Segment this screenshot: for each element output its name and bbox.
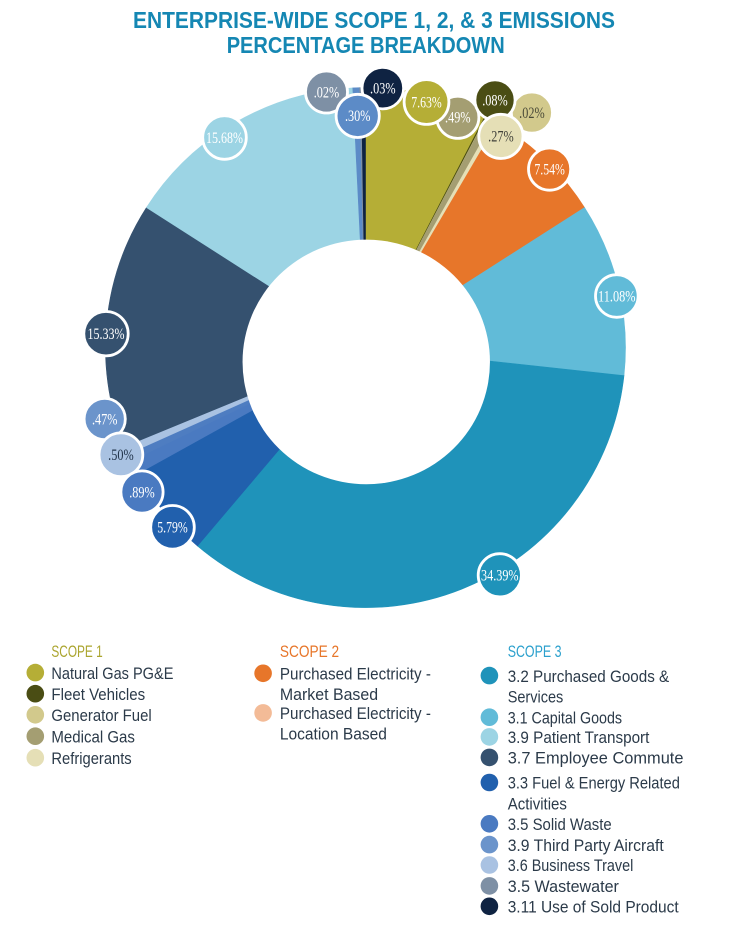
svg-text:.27%: .27% xyxy=(488,129,514,146)
svg-text:.49%: .49% xyxy=(445,110,471,127)
svg-text:Medical Gas: Medical Gas xyxy=(51,727,134,746)
svg-text:Purchased Electricity -: Purchased Electricity - xyxy=(280,665,431,684)
svg-text:Market Based: Market Based xyxy=(280,685,378,704)
svg-text:Purchased Electricity -: Purchased Electricity - xyxy=(280,704,431,723)
svg-text:34.39%: 34.39% xyxy=(481,568,519,585)
svg-text:.03%: .03% xyxy=(370,80,396,97)
svg-text:.47%: .47% xyxy=(92,411,118,428)
svg-text:3.1 Capital Goods: 3.1 Capital Goods xyxy=(508,708,622,727)
svg-text:Services: Services xyxy=(508,687,564,706)
svg-text:SCOPE 1: SCOPE 1 xyxy=(51,642,102,661)
svg-text:Activities: Activities xyxy=(508,794,567,813)
svg-text:Natural Gas PG&E: Natural Gas PG&E xyxy=(51,664,173,683)
svg-text:3.5 Wastewater: 3.5 Wastewater xyxy=(508,877,620,896)
svg-text:3.9 Patient Transport: 3.9 Patient Transport xyxy=(508,728,650,747)
svg-text:3.6 Business Travel: 3.6 Business Travel xyxy=(508,856,634,875)
svg-text:11.08%: 11.08% xyxy=(598,288,636,305)
svg-text:15.68%: 15.68% xyxy=(206,130,243,147)
svg-text:3.5 Solid Waste: 3.5 Solid Waste xyxy=(508,815,612,834)
svg-text:7.63%: 7.63% xyxy=(411,94,442,111)
svg-text:7.54%: 7.54% xyxy=(534,161,565,178)
svg-text:3.3 Fuel & Energy Related: 3.3 Fuel & Energy Related xyxy=(508,774,680,793)
svg-text:Refrigerants: Refrigerants xyxy=(51,749,131,768)
svg-text:Fleet Vehicles: Fleet Vehicles xyxy=(51,685,145,704)
svg-text:3.2 Purchased Goods &: 3.2 Purchased Goods & xyxy=(508,667,670,686)
svg-text:PERCENTAGE BREAKDOWN: PERCENTAGE BREAKDOWN xyxy=(227,32,505,58)
svg-text:SCOPE 3: SCOPE 3 xyxy=(508,642,562,661)
svg-text:15.33%: 15.33% xyxy=(88,326,125,343)
svg-text:SCOPE 2: SCOPE 2 xyxy=(280,642,339,661)
svg-text:.30%: .30% xyxy=(345,108,371,125)
svg-text:ENTERPRISE-WIDE SCOPE 1, 2, &: ENTERPRISE-WIDE SCOPE 1, 2, & 3 EMISSION… xyxy=(133,7,615,33)
svg-text:3.7 Employee Commute: 3.7 Employee Commute xyxy=(508,749,684,768)
svg-text:3.9 Third Party Aircraft: 3.9 Third Party Aircraft xyxy=(508,836,664,855)
svg-text:.08%: .08% xyxy=(482,92,508,109)
svg-text:.89%: .89% xyxy=(129,484,155,501)
svg-text:3.11 Use of Sold Product: 3.11 Use of Sold Product xyxy=(508,898,679,917)
svg-text:5.79%: 5.79% xyxy=(157,520,188,537)
svg-text:Location Based: Location Based xyxy=(280,725,387,744)
svg-text:.02%: .02% xyxy=(519,105,545,122)
svg-text:.50%: .50% xyxy=(108,447,134,464)
svg-text:Generator Fuel: Generator Fuel xyxy=(51,706,151,725)
svg-text:.02%: .02% xyxy=(314,84,340,101)
